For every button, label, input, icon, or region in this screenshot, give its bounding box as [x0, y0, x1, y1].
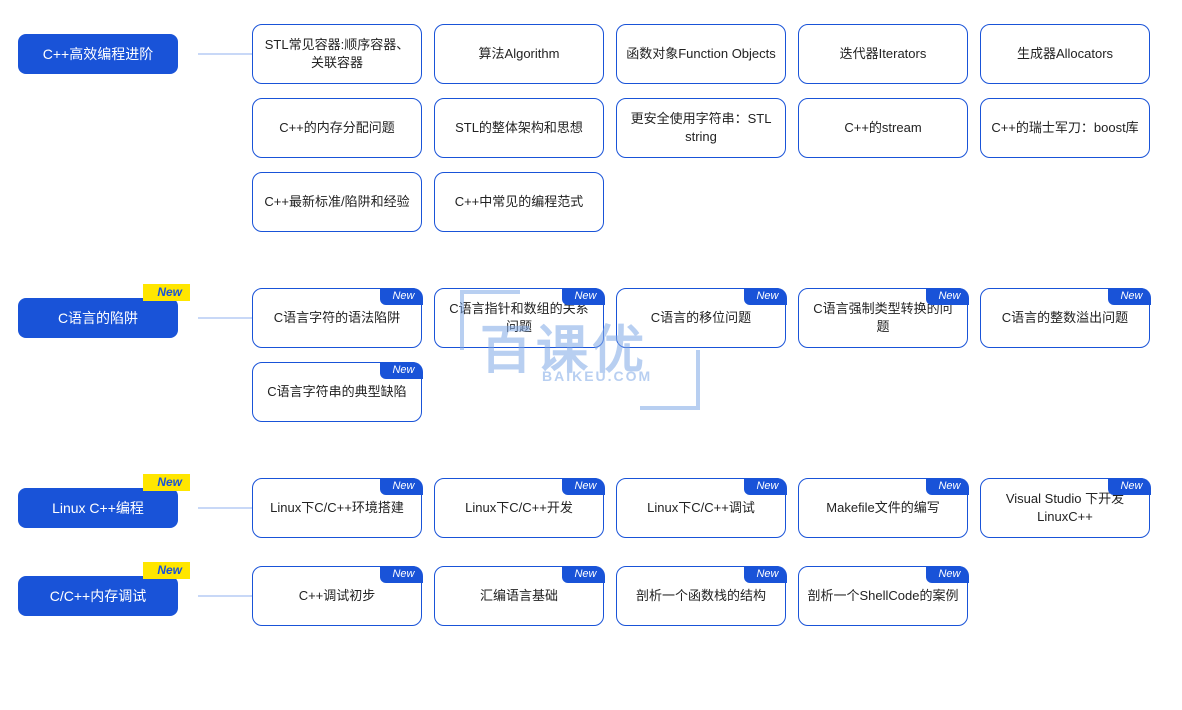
cards-wrap: NewC语言字符的语法陷阱NewC语言指针和数组的关系问题NewC语言的移位问题… [252, 288, 1164, 422]
new-badge: New [744, 478, 786, 496]
cards-wrap: STL常见容器:顺序容器、关联容器 算法Algorithm 函数对象Function… [252, 24, 1164, 232]
new-badge: New [562, 478, 604, 496]
topic-card[interactable]: New C语言字符串的典型缺陷 [252, 362, 422, 422]
topic-label: C++的瑞士军刀：boost库 [991, 119, 1138, 137]
root-col: NewC语言的陷阱 [18, 288, 198, 348]
topic-card[interactable]: NewVisual Studio 下开发LinuxC++ [980, 478, 1150, 538]
category-root[interactable]: NewLinux C++编程 [18, 488, 178, 528]
section: NewC语言的陷阱NewC语言字符的语法陷阱NewC语言指针和数组的关系问题Ne… [18, 288, 1164, 422]
section: NewC/C++内存调试NewC++调试初步New汇编语言基础New剖析一个函数… [18, 566, 1164, 626]
topic-card[interactable]: C++的stream [798, 98, 968, 158]
topic-card[interactable]: C++中常见的编程范式 [434, 172, 604, 232]
root-col: NewLinux C++编程 [18, 478, 198, 538]
topic-card[interactable]: STL常见容器:顺序容器、关联容器 [252, 24, 422, 84]
new-badge: New [380, 566, 422, 584]
new-badge: New [744, 288, 786, 306]
topic-card[interactable]: NewC++调试初步 [252, 566, 422, 626]
topic-label: 剖析一个函数栈的结构 [636, 587, 766, 605]
topic-card[interactable]: New Linux下C/C++调试 [616, 478, 786, 538]
topic-label: Makefile文件的编写 [826, 499, 939, 517]
topic-card[interactable]: 函数对象Function Objects [616, 24, 786, 84]
topic-label: C++中常见的编程范式 [455, 193, 584, 211]
root-col: NewC/C++内存调试 [18, 566, 198, 626]
category-root[interactable]: C++高效编程进阶 [18, 34, 178, 74]
new-badge: New [562, 566, 604, 584]
new-badge: New [744, 566, 786, 584]
root-col: C++高效编程进阶 [18, 24, 198, 84]
topic-card[interactable]: New C语言的移位问题 [616, 288, 786, 348]
new-badge: New [380, 478, 422, 496]
new-badge: New [926, 288, 968, 306]
connector-line [198, 478, 252, 538]
topic-card[interactable]: New C语言字符的语法陷阱 [252, 288, 422, 348]
new-badge: New [143, 474, 190, 491]
topic-label: Visual Studio 下开发LinuxC++ [989, 490, 1141, 525]
topic-label: C++的内存分配问题 [279, 119, 395, 137]
topic-label: C++调试初步 [299, 587, 376, 605]
topic-card[interactable]: New 剖析一个函数栈的结构 [616, 566, 786, 626]
topic-label: C语言的整数溢出问题 [1002, 309, 1128, 327]
topic-label: C语言的移位问题 [651, 309, 751, 327]
topic-card[interactable]: NewC语言强制类型转换的问题 [798, 288, 968, 348]
cards-wrap: New Linux下C/C++环境搭建 New Linux下C/C++开发 New Lin… [252, 478, 1164, 538]
section: NewLinux C++编程 New Linux下C/C++环境搭建 New Linux… [18, 478, 1164, 538]
new-badge: New [562, 288, 604, 306]
topic-label: C++的stream [844, 119, 921, 137]
topic-card[interactable]: New C语言的整数溢出问题 [980, 288, 1150, 348]
topic-label: C语言字符串的典型缺陷 [267, 383, 406, 401]
topic-card[interactable]: New Linux下C/C++开发 [434, 478, 604, 538]
topic-label: Linux下C/C++开发 [465, 499, 573, 517]
topic-card[interactable]: 更安全使用字符串：STL string [616, 98, 786, 158]
topic-label: 算法Algorithm [479, 45, 560, 63]
topic-label: STL的整体架构和思想 [455, 119, 583, 137]
topic-card[interactable]: C++的内存分配问题 [252, 98, 422, 158]
connector-line [198, 566, 252, 626]
topic-label: 汇编语言基础 [480, 587, 558, 605]
category-root[interactable]: NewC/C++内存调试 [18, 576, 178, 616]
topic-label: 更安全使用字符串：STL string [625, 110, 777, 145]
topic-label: 迭代器Iterators [840, 45, 927, 63]
topic-card[interactable]: C++最新标准/陷阱和经验 [252, 172, 422, 232]
cards-wrap: NewC++调试初步New汇编语言基础New剖析一个函数栈的结构New剖析一个S… [252, 566, 1164, 626]
topic-label: Linux下C/C++环境搭建 [270, 499, 404, 517]
new-badge: New [380, 288, 422, 306]
topic-card[interactable]: STL的整体架构和思想 [434, 98, 604, 158]
topic-card[interactable]: NewC语言指针和数组的关系问题 [434, 288, 604, 348]
new-badge: New [380, 362, 422, 380]
topic-card[interactable]: New Linux下C/C++环境搭建 [252, 478, 422, 538]
topic-card[interactable]: New汇编语言基础 [434, 566, 604, 626]
topic-card[interactable]: C++的瑞士军刀：boost库 [980, 98, 1150, 158]
topic-label: C语言强制类型转换的问题 [807, 300, 959, 335]
topic-card[interactable]: New 剖析一个ShellCode的案例 [798, 566, 968, 626]
section: C++高效编程进阶 STL常见容器:顺序容器、关联容器 算法Algorithm 函数对… [18, 24, 1164, 232]
topic-card[interactable]: 生成器Allocators [980, 24, 1150, 84]
topic-label: 剖析一个ShellCode的案例 [808, 587, 959, 605]
new-badge: New [926, 566, 968, 584]
topic-card[interactable]: 算法Algorithm [434, 24, 604, 84]
topic-label: Linux下C/C++调试 [647, 499, 755, 517]
new-badge: New [143, 284, 190, 301]
new-badge: New [1108, 288, 1150, 306]
connector-line [198, 288, 252, 348]
new-badge: New [1108, 478, 1150, 496]
new-badge: New [143, 562, 190, 579]
topic-label: C++最新标准/陷阱和经验 [264, 193, 409, 211]
topic-label: 生成器Allocators [1017, 45, 1113, 63]
topic-label: C语言指针和数组的关系问题 [443, 300, 595, 335]
topic-card[interactable]: New Makefile文件的编写 [798, 478, 968, 538]
topic-card[interactable]: 迭代器Iterators [798, 24, 968, 84]
connector-line [198, 24, 252, 84]
topic-label: C语言字符的语法陷阱 [274, 309, 400, 327]
topic-label: 函数对象Function Objects [626, 45, 776, 63]
category-root[interactable]: NewC语言的陷阱 [18, 298, 178, 338]
topic-label: STL常见容器:顺序容器、关联容器 [261, 36, 413, 71]
new-badge: New [926, 478, 968, 496]
